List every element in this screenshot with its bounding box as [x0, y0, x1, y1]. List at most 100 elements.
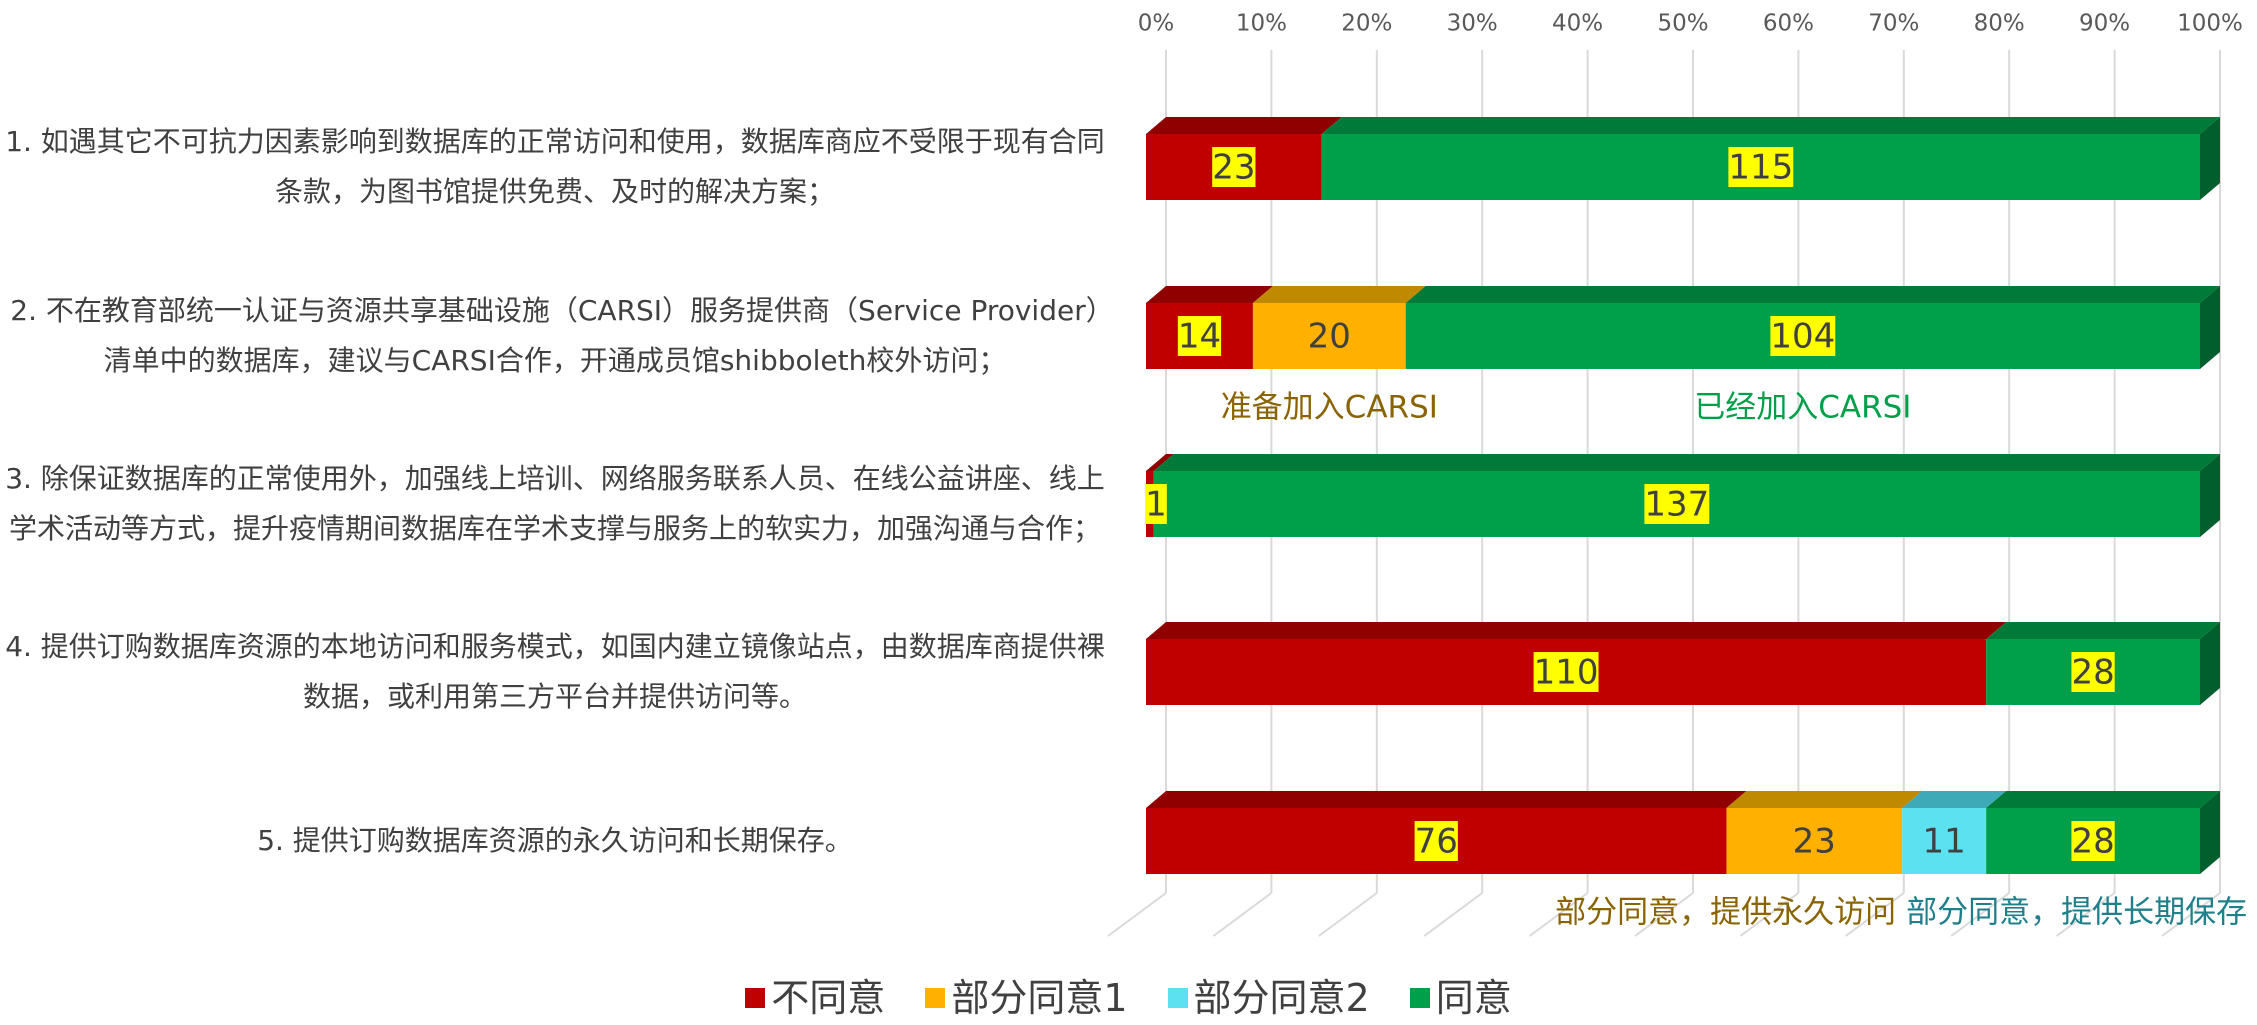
category-label: 5. 提供订购数据库资源的永久访问和长期保存。: [257, 824, 853, 857]
data-label: 14: [1178, 317, 1221, 357]
data-label-group: 110: [1533, 652, 1599, 693]
data-label-group: 14: [1177, 316, 1222, 357]
category-label: 2. 不在教育部统一认证与资源共享基础设施（CARSI）服务提供商（Servic…: [10, 294, 1100, 377]
data-label: 20: [1308, 317, 1351, 357]
data-label-group: 11: [1923, 822, 1966, 862]
category-label: 1. 如遇其它不可抗力因素影响到数据库的正常访问和使用，数据库商应不受限于现有合…: [5, 125, 1105, 208]
x-tick-label: 10%: [1236, 11, 1287, 37]
label-highlight: [1145, 484, 1167, 524]
data-label: 110: [1534, 653, 1599, 693]
data-label: 28: [2071, 653, 2114, 693]
x-tick-label: 80%: [1974, 11, 2025, 37]
floor-line: [1107, 892, 1167, 937]
bar-side: [2200, 791, 2220, 874]
floor-line: [1423, 892, 1483, 937]
label-highlight: [1644, 484, 1710, 524]
data-label-group: 28: [2071, 652, 2115, 693]
bar-top: [1153, 454, 2220, 471]
x-tick-label: 30%: [1447, 11, 1498, 37]
floor-line: [2161, 892, 2221, 937]
legend-label: 不同意: [771, 976, 886, 1020]
legend-swatch: [925, 988, 946, 1008]
bar: [1252, 303, 1406, 369]
annotation: 部分同意，提供永久访问: [1555, 895, 1896, 931]
data-label-group: 23: [1793, 822, 1836, 862]
floor-line: [1845, 892, 1905, 937]
label-highlight: [1728, 147, 1794, 187]
bar-top: [1146, 117, 1342, 134]
data-label-group: 104: [1770, 316, 1836, 357]
data-label: 76: [1415, 822, 1458, 862]
bar-side: [2200, 622, 2220, 705]
legend-label: 部分同意1: [951, 976, 1128, 1020]
data-label: 115: [1728, 148, 1793, 188]
data-label-group: 115: [1728, 147, 1794, 188]
bar-top: [1146, 791, 1747, 808]
label-highlight: [2071, 821, 2115, 861]
data-label-group: 28: [2071, 821, 2115, 862]
x-tick-label: 90%: [2079, 11, 2130, 37]
data-label: 28: [2071, 822, 2114, 862]
annotation: 准备加入CARSI: [1221, 390, 1438, 426]
bar-top: [1146, 622, 2007, 639]
annotation: 部分同意，提供长期保存: [1906, 895, 2247, 931]
legend-swatch: [1409, 988, 1430, 1008]
bar-top: [1146, 454, 1174, 471]
bar-top: [1252, 286, 1426, 303]
legend-label: 同意: [1435, 976, 1512, 1020]
bar-side: [2200, 286, 2220, 369]
bar-top: [1405, 286, 2220, 303]
data-label-group: 23: [1212, 147, 1256, 188]
floor-line: [2056, 892, 2116, 937]
x-tick-label: 60%: [1763, 11, 1814, 37]
chart: 0% 10% 20% 30% 40% 50% 60% 70% 80% 90% 100% 23 115 14…: [1107, 11, 2247, 937]
legend-item: 部分同意1: [925, 975, 1128, 1021]
data-label: 11: [1923, 822, 1966, 862]
data-label: 104: [1770, 317, 1835, 357]
legend-label: 部分同意2: [1193, 976, 1370, 1020]
legend-swatch: [745, 988, 766, 1008]
label-highlight: [1770, 316, 1836, 356]
x-tick-label: 100%: [2177, 11, 2243, 37]
bar-top: [1146, 286, 1273, 303]
bar-top: [1902, 791, 2007, 808]
legend-swatch: [1167, 988, 1188, 1008]
label-highlight: [1533, 652, 1599, 692]
legend-item: 不同意: [745, 975, 885, 1021]
legend-item: 同意: [1409, 975, 1512, 1021]
category-label: 3. 除保证数据库的正常使用外，加强线上培训、网络服务联系人员、在线公益讲座、线…: [5, 462, 1105, 545]
annotation: 已经加入CARSI: [1694, 390, 1911, 426]
data-label: 23: [1793, 822, 1836, 862]
floor-line: [1318, 892, 1378, 937]
bar-side: [2200, 454, 2220, 537]
floor-line: [1212, 892, 1272, 937]
bar-side: [2200, 117, 2220, 200]
data-label: 1: [1145, 485, 1167, 525]
x-tick-label: 50%: [1657, 11, 1708, 37]
data-label: 137: [1644, 485, 1709, 525]
label-highlight: [1414, 821, 1458, 861]
label-highlight: [2071, 652, 2115, 692]
floor-line: [1950, 892, 2010, 937]
data-label-group: 137: [1644, 484, 1710, 525]
label-highlight: [1177, 316, 1222, 356]
bar-top: [1986, 622, 2220, 639]
bar-top: [1321, 117, 2220, 134]
category-label: 4. 提供订购数据库资源的本地访问和服务模式，如国内建立镜像站点，由数据库商提供…: [5, 630, 1105, 713]
data-label-group: 1: [1145, 484, 1167, 525]
legend-item: 部分同意2: [1167, 975, 1370, 1021]
x-tick-label: 20%: [1341, 11, 1392, 37]
bar: [1902, 808, 1987, 874]
data-label-group: 20: [1308, 317, 1351, 357]
x-tick-label: 70%: [1868, 11, 1919, 37]
bar-top: [1726, 791, 1923, 808]
x-tick-label: 0%: [1138, 11, 1175, 37]
bar-top: [1986, 791, 2220, 808]
data-label: 23: [1212, 148, 1255, 188]
label-highlight: [1212, 147, 1256, 187]
data-label-group: 76: [1414, 821, 1458, 862]
x-tick-label: 40%: [1552, 11, 1603, 37]
floor-line: [1634, 892, 1694, 937]
legend: 不同意 部分同意1 部分同意2 同意: [0, 975, 2257, 1021]
